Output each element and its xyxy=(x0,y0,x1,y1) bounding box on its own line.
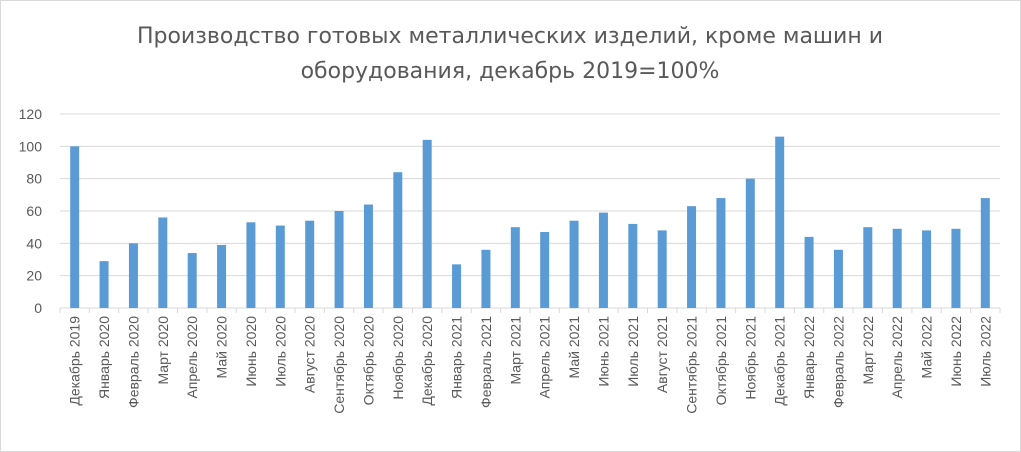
x-tick-label: Апрель 2022 xyxy=(889,316,905,399)
y-tick-label: 100 xyxy=(19,138,43,154)
x-tick-label: Декабрь 2019 xyxy=(67,316,83,406)
bar xyxy=(804,236,814,308)
bar xyxy=(510,227,520,308)
x-tick-label: Март 2022 xyxy=(860,316,876,385)
chart-title-line-2: оборудования, декабрь 2019=100% xyxy=(300,59,720,84)
chart-title-line-1: Производство готовых металлических издел… xyxy=(136,24,884,49)
x-tick-label: Июль 2020 xyxy=(272,316,288,387)
bar xyxy=(922,230,932,308)
bar xyxy=(833,249,843,308)
x-tick-label: Февраль 2022 xyxy=(830,316,846,408)
bar xyxy=(452,264,462,308)
bar xyxy=(628,223,638,308)
x-tick-label: Март 2021 xyxy=(507,316,523,385)
x-tick-label: Июнь 2022 xyxy=(948,316,964,387)
y-axis: 0 20 40 60 80 100 120 xyxy=(19,106,43,316)
bar xyxy=(657,230,667,308)
x-tick-label: Июль 2022 xyxy=(977,316,993,387)
bar xyxy=(158,217,168,308)
bar xyxy=(422,139,432,308)
bar xyxy=(540,232,550,308)
bar xyxy=(305,220,315,308)
bar xyxy=(187,253,197,308)
bar xyxy=(393,172,403,308)
bar xyxy=(217,244,227,308)
bar xyxy=(598,212,608,308)
bar xyxy=(716,198,726,308)
y-tick-label: 60 xyxy=(26,203,42,219)
bar xyxy=(980,198,990,308)
bar xyxy=(246,222,256,308)
x-tick-label: Июнь 2020 xyxy=(243,316,259,387)
bar xyxy=(481,249,491,308)
x-tick-label: Август 2020 xyxy=(302,316,318,393)
x-tick-label: Февраль 2021 xyxy=(478,316,494,408)
bar xyxy=(687,206,697,308)
x-tick-label: Июль 2021 xyxy=(625,316,641,387)
x-tick-label: Январь 2021 xyxy=(449,316,465,399)
x-tick-label: Май 2022 xyxy=(919,316,935,379)
bar xyxy=(70,146,80,308)
x-tick-label: Февраль 2020 xyxy=(125,316,141,408)
x-tick-label: Ноябрь 2021 xyxy=(742,316,758,400)
x-tick-label: Декабрь 2020 xyxy=(419,316,435,406)
bar xyxy=(745,178,755,308)
bar xyxy=(99,261,109,308)
x-tick-label: Август 2021 xyxy=(654,316,670,393)
x-tick-label: Сентябрь 2021 xyxy=(684,316,700,414)
bar xyxy=(951,228,961,308)
bar xyxy=(892,228,902,308)
y-tick-label: 120 xyxy=(19,106,43,122)
x-tick-label: Апрель 2020 xyxy=(184,316,200,399)
x-tick-label: Декабрь 2021 xyxy=(772,316,788,406)
x-tick-label: Октябрь 2021 xyxy=(713,316,729,406)
x-tick-label: Июнь 2021 xyxy=(595,316,611,387)
bar xyxy=(775,136,785,308)
x-tick-label: Март 2020 xyxy=(155,316,171,385)
x-tick-label: Май 2021 xyxy=(566,316,582,379)
y-tick-label: 20 xyxy=(26,268,42,284)
bar xyxy=(334,211,344,308)
x-tick-label: Январь 2022 xyxy=(801,316,817,399)
y-tick-label: 80 xyxy=(26,171,42,187)
y-tick-label: 40 xyxy=(26,235,42,251)
gridlines xyxy=(60,113,1000,309)
x-tick-label: Октябрь 2020 xyxy=(360,316,376,406)
x-axis: Декабрь 2019 Январь 2020 Февраль 2020 Март … xyxy=(59,308,1001,414)
x-tick-label: Май 2020 xyxy=(214,316,230,379)
bar xyxy=(363,204,373,308)
y-tick-label: 0 xyxy=(34,300,42,316)
bar xyxy=(275,225,285,308)
x-tick-label: Сентябрь 2020 xyxy=(331,316,347,414)
x-tick-label: Январь 2020 xyxy=(96,316,112,399)
x-tick-label: Апрель 2021 xyxy=(537,316,553,399)
bars xyxy=(70,136,990,308)
bar xyxy=(863,227,873,308)
bar xyxy=(128,243,138,308)
x-tick-label: Ноябрь 2020 xyxy=(390,316,406,400)
bar xyxy=(569,220,579,308)
